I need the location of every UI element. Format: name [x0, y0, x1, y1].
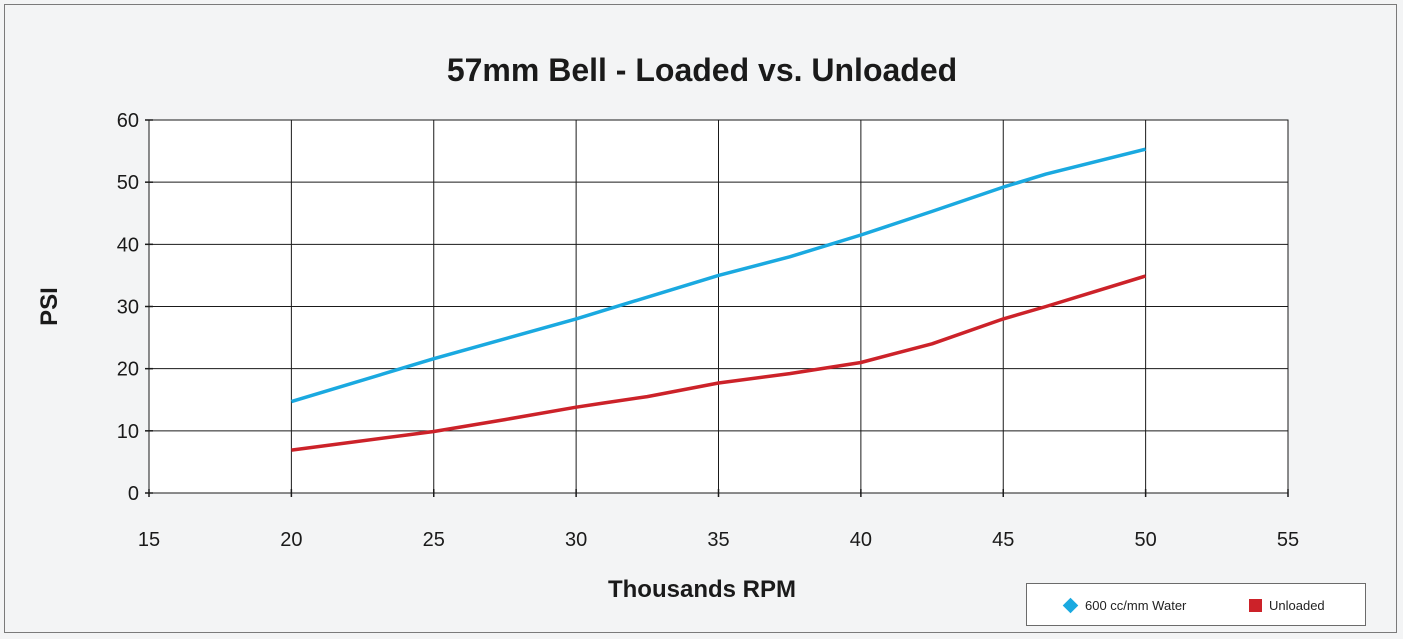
legend-label-water: 600 cc/mm Water: [1085, 597, 1187, 613]
legend-item-unloaded: Unloaded: [1249, 597, 1325, 613]
chart-title: 57mm Bell - Loaded vs. Unloaded: [447, 52, 957, 88]
y-tick-label: 10: [117, 421, 139, 443]
y-axis-label: PSI: [36, 287, 63, 326]
legend-item-water: 600 cc/mm Water: [1062, 597, 1187, 613]
x-tick-label: 25: [423, 529, 445, 551]
legend-swatch-water: [1062, 597, 1079, 613]
chart-frame: 15 20 25 30 35 40 45 50 55 0 10 20 30 40 50 60 57mm Bell…: [4, 4, 1397, 633]
x-tick-label: 40: [850, 529, 872, 551]
x-tick-label: 20: [280, 529, 302, 551]
x-tick-label: 45: [992, 529, 1014, 551]
x-axis-label: Thousands RPM: [608, 576, 796, 603]
y-tick-label: 50: [117, 172, 139, 194]
x-tick-label: 35: [707, 529, 729, 551]
y-tick-label: 20: [117, 359, 139, 381]
x-tick-label: 15: [138, 529, 160, 551]
series-line-unloaded: [291, 274, 1147, 452]
legend-label-unloaded: Unloaded: [1269, 597, 1325, 613]
series-line-water: [290, 147, 1147, 404]
legend: 600 cc/mm Water Unloaded: [1026, 583, 1366, 626]
line-chart: 15 20 25 30 35 40 45 50 55 0 10 20 30 40 50 60 57mm Bell…: [36, 52, 1299, 603]
legend-swatch-unloaded: [1249, 598, 1262, 612]
x-tick-label: 50: [1135, 529, 1157, 551]
x-tick-label: 55: [1277, 529, 1299, 551]
x-tick-label: 30: [565, 529, 587, 551]
y-tick-label: 0: [128, 483, 139, 505]
y-tick-label: 60: [117, 110, 139, 132]
y-tick-label: 40: [117, 234, 139, 256]
y-tick-label: 30: [117, 297, 139, 319]
